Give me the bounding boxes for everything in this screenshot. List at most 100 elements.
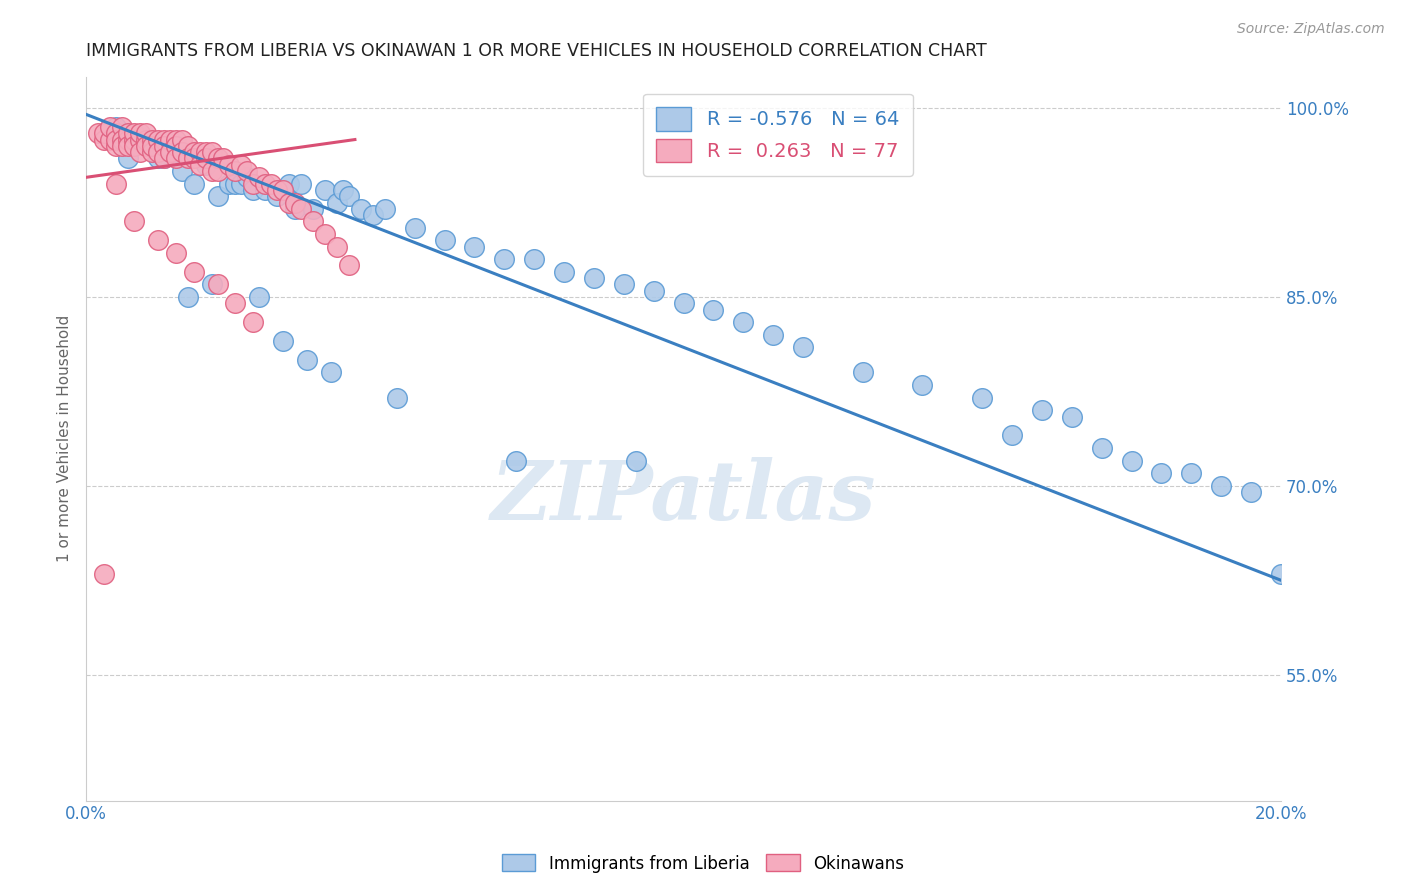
Point <box>224 164 246 178</box>
Point <box>200 277 222 292</box>
Point <box>141 139 163 153</box>
Text: IMMIGRANTS FROM LIBERIA VS OKINAWAN 1 OR MORE VEHICLES IN HOUSEHOLD CORRELATION : IMMIGRANTS FROM LIBERIA VS OKINAWAN 1 OR… <box>86 42 987 60</box>
Point <box>146 233 169 247</box>
Point <box>337 189 360 203</box>
Point <box>98 132 121 146</box>
Point <box>852 366 875 380</box>
Point <box>122 139 145 153</box>
Point <box>117 126 139 140</box>
Point <box>207 277 229 292</box>
Point <box>494 252 516 267</box>
Point <box>128 126 150 140</box>
Point <box>183 145 205 160</box>
Point <box>326 239 349 253</box>
Point <box>218 177 240 191</box>
Point <box>254 177 277 191</box>
Point <box>146 152 169 166</box>
Point <box>170 145 193 160</box>
Point <box>337 259 360 273</box>
Point <box>111 120 134 134</box>
Point <box>188 145 211 160</box>
Point <box>643 284 665 298</box>
Point <box>159 132 181 146</box>
Point <box>319 366 342 380</box>
Point <box>236 170 259 185</box>
Point <box>231 158 253 172</box>
Point <box>1001 428 1024 442</box>
Point <box>194 145 217 160</box>
Point <box>104 132 127 146</box>
Point <box>93 132 115 146</box>
Point <box>314 183 336 197</box>
Point <box>613 277 636 292</box>
Point <box>165 145 187 160</box>
Point <box>433 233 456 247</box>
Text: Source: ZipAtlas.com: Source: ZipAtlas.com <box>1237 22 1385 37</box>
Point <box>332 183 354 197</box>
Point <box>87 126 110 140</box>
Point <box>302 202 325 216</box>
Point <box>224 177 246 191</box>
Point <box>170 132 193 146</box>
Point <box>266 189 288 203</box>
Point <box>972 391 994 405</box>
Point <box>254 183 277 197</box>
Point <box>260 177 283 191</box>
Point <box>1060 409 1083 424</box>
Point <box>135 132 157 146</box>
Point <box>200 145 222 160</box>
Point <box>242 315 264 329</box>
Point <box>117 132 139 146</box>
Point <box>212 152 235 166</box>
Point <box>242 183 264 197</box>
Point <box>128 132 150 146</box>
Point <box>188 158 211 172</box>
Point <box>207 152 229 166</box>
Point <box>242 177 264 191</box>
Point <box>271 183 294 197</box>
Point <box>1031 403 1053 417</box>
Point <box>152 152 174 166</box>
Point <box>152 152 174 166</box>
Point <box>1240 485 1263 500</box>
Point <box>224 296 246 310</box>
Point <box>93 126 115 140</box>
Point <box>165 139 187 153</box>
Point <box>183 265 205 279</box>
Point <box>93 566 115 581</box>
Point <box>247 170 270 185</box>
Point <box>194 152 217 166</box>
Point <box>111 132 134 146</box>
Point <box>302 214 325 228</box>
Point <box>271 334 294 348</box>
Point <box>672 296 695 310</box>
Point <box>1270 566 1292 581</box>
Point <box>111 139 134 153</box>
Point <box>1180 467 1202 481</box>
Point <box>1211 479 1233 493</box>
Legend: Immigrants from Liberia, Okinawans: Immigrants from Liberia, Okinawans <box>495 847 911 880</box>
Point <box>218 158 240 172</box>
Point <box>523 252 546 267</box>
Point <box>146 132 169 146</box>
Point <box>733 315 755 329</box>
Point <box>463 239 485 253</box>
Point <box>128 145 150 160</box>
Point <box>200 164 222 178</box>
Y-axis label: 1 or more Vehicles in Household: 1 or more Vehicles in Household <box>58 315 72 562</box>
Point <box>326 195 349 210</box>
Point <box>1150 467 1173 481</box>
Point <box>135 132 157 146</box>
Point <box>404 220 426 235</box>
Point <box>152 132 174 146</box>
Point <box>247 290 270 304</box>
Point <box>314 227 336 241</box>
Point <box>104 139 127 153</box>
Point <box>104 177 127 191</box>
Point <box>505 453 527 467</box>
Point <box>141 132 163 146</box>
Point <box>266 183 288 197</box>
Point <box>284 195 307 210</box>
Point <box>1091 441 1114 455</box>
Point <box>159 145 181 160</box>
